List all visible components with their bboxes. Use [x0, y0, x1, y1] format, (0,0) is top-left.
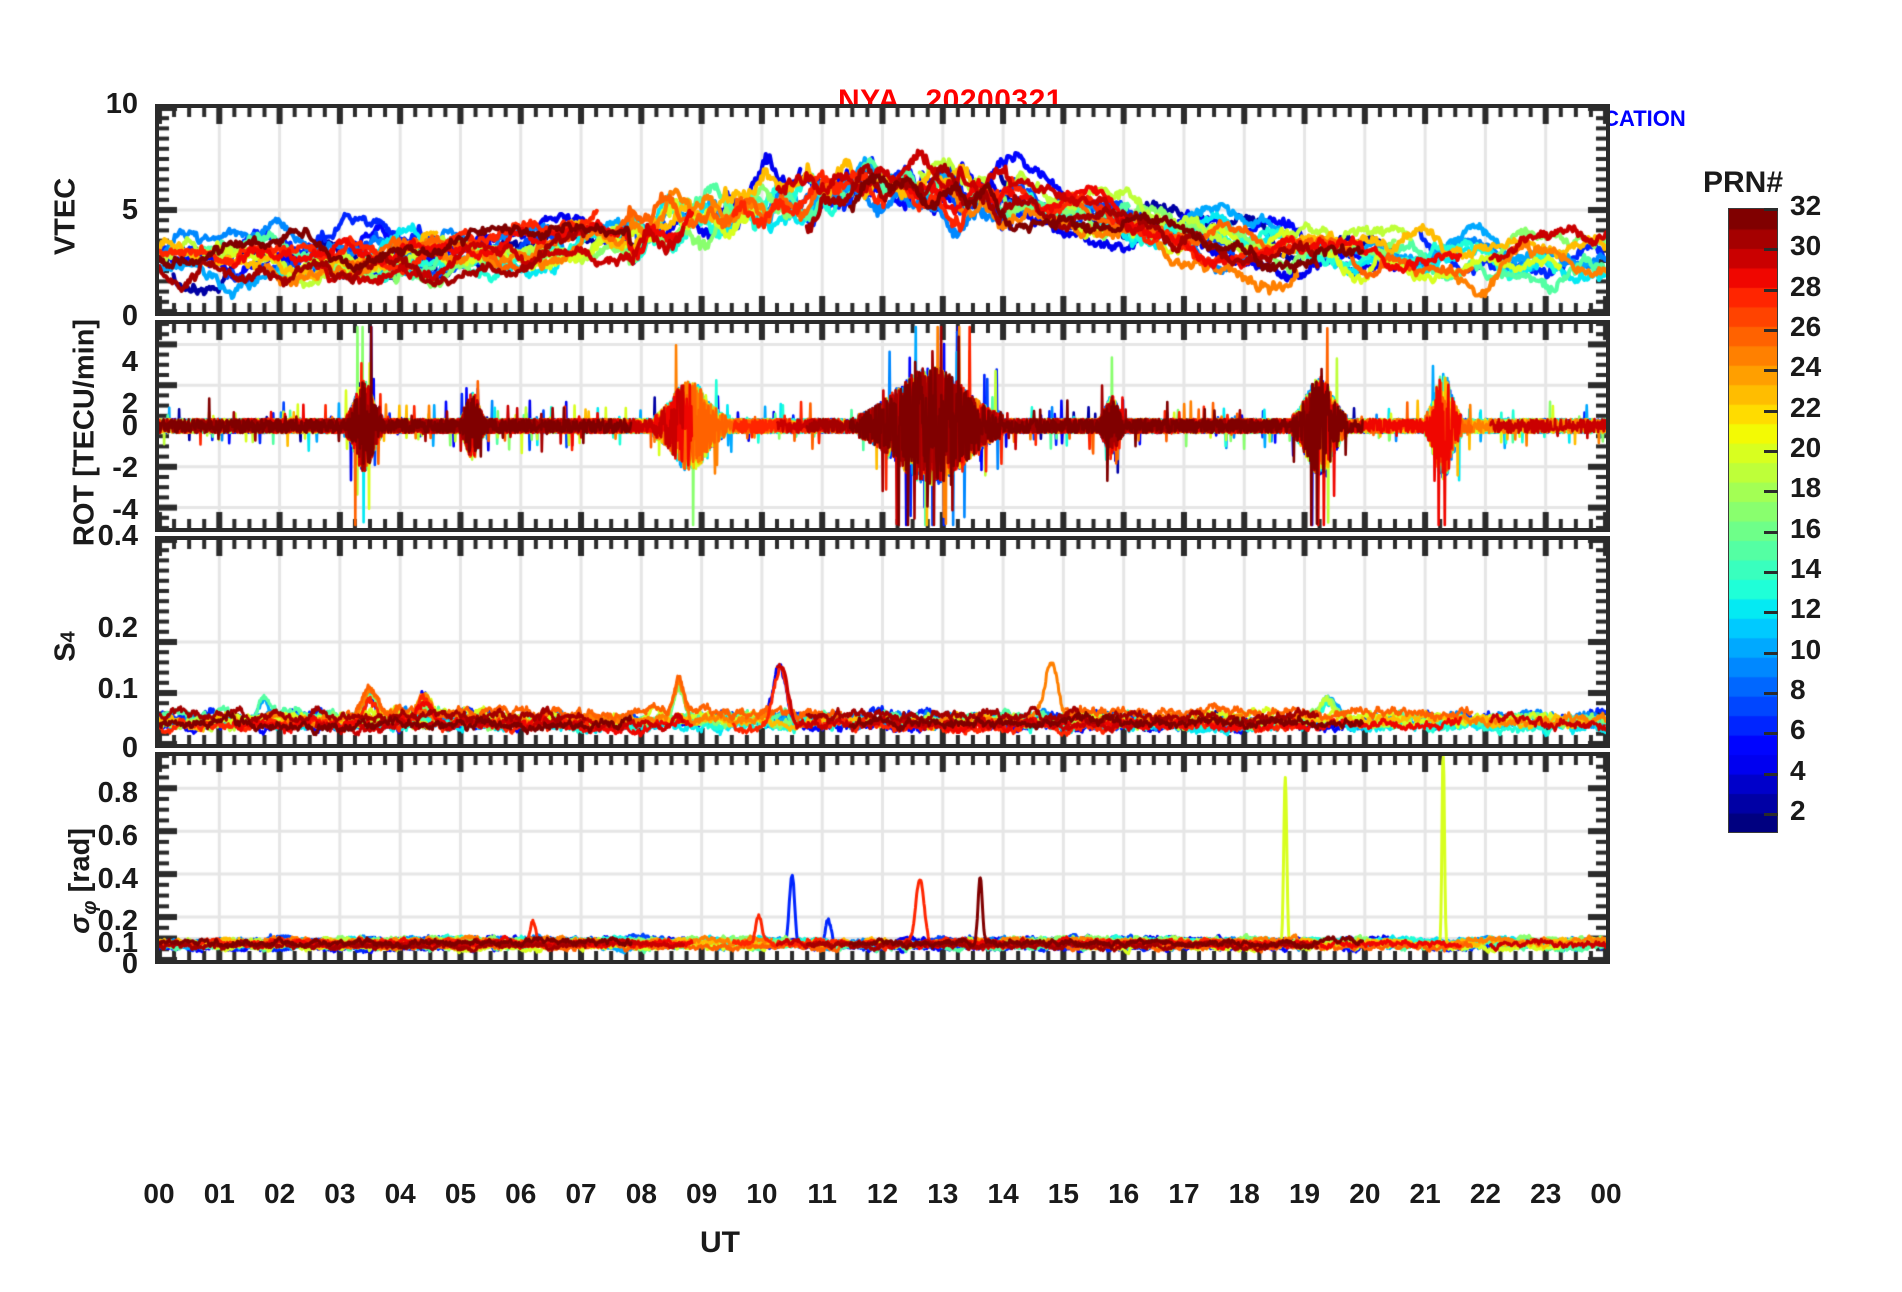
ytick-sig-01: 0.1: [97, 927, 138, 959]
ytick-sig-06: 0.6: [97, 820, 138, 852]
ytick-sig-04: 0.4: [97, 863, 138, 895]
ytick-s4-01: 0.1: [97, 673, 138, 705]
colorbar-tick-12: 12: [1790, 593, 1822, 625]
colorbar-tickmark-4: [1764, 772, 1778, 776]
ytick-sig-02: 0.2: [97, 905, 138, 937]
xtick-18: 18: [1228, 1178, 1260, 1209]
ytick-rot-m4: -4: [112, 494, 138, 526]
colorbar-tick-2: 2: [1790, 794, 1806, 826]
xtick-17: 17: [1168, 1178, 1200, 1209]
xtick-8: 08: [625, 1178, 657, 1209]
xtick-13: 13: [927, 1178, 959, 1209]
colorbar-tick-26: 26: [1790, 310, 1822, 342]
xtick-15: 15: [1047, 1178, 1079, 1209]
colorbar-tickmark-8: [1764, 691, 1778, 695]
colorbar-tickmark-18: [1764, 490, 1778, 494]
ytick-rot-2: 2: [121, 388, 138, 420]
xtick-2: 02: [264, 1178, 296, 1209]
xtick-16: 16: [1108, 1178, 1140, 1209]
xtick-22: 22: [1469, 1178, 1501, 1209]
colorbar-tick-32: 32: [1790, 190, 1822, 221]
colorbar-tickmark-12: [1764, 611, 1778, 615]
colorbar-tickmark-22: [1764, 409, 1778, 413]
colorbar-tick-20: 20: [1790, 431, 1822, 463]
xtick-19: 19: [1288, 1178, 1321, 1209]
ytick-rot-0: 0: [121, 410, 138, 442]
colorbar-tick-6: 6: [1790, 714, 1806, 746]
x-axis-label: UT: [700, 1226, 740, 1259]
colorbar-title: PRN#: [1703, 166, 1784, 199]
colorbar-tick-16: 16: [1790, 512, 1822, 544]
xtick-1: 01: [203, 1178, 235, 1209]
ytick-s4-02: 0.2: [97, 612, 138, 644]
xtick-6: 06: [505, 1178, 537, 1209]
xtick-0: 00: [143, 1178, 175, 1209]
colorbar-tick-4: 4: [1790, 754, 1806, 786]
panel-sigma-phi: [155, 752, 1610, 964]
ytick-s4-04: 0.4: [97, 520, 138, 552]
colorbar-tick-28: 28: [1790, 270, 1822, 302]
panel-vtec: [155, 104, 1610, 316]
xtick-14: 14: [987, 1178, 1019, 1209]
ytick-vtec-5: 5: [121, 194, 138, 226]
panel-s4: [155, 536, 1610, 748]
ytick-rot-4: 4: [121, 346, 138, 378]
ytick-vtec-0: 0: [121, 300, 138, 332]
xtick-10: 10: [746, 1178, 778, 1209]
panel-rot: [155, 320, 1610, 532]
colorbar-tickmark-6: [1764, 732, 1778, 736]
xtick-11: 11: [807, 1178, 837, 1209]
ytick-vtec-10: 10: [105, 88, 138, 120]
axis-label-s4-text: S: [49, 642, 82, 662]
colorbar-tickmark-2: [1764, 812, 1778, 816]
ytick-sig-0: 0: [121, 948, 138, 980]
xtick-4: 04: [384, 1178, 416, 1209]
colorbar-tickmark-26: [1764, 328, 1778, 332]
ytick-sig-08: 0.8: [97, 777, 138, 809]
ytick-s4-0: 0: [121, 732, 138, 764]
xtick-12: 12: [866, 1178, 899, 1209]
colorbar-tickmark-30: [1764, 248, 1778, 252]
colorbar-tick-22: 22: [1790, 391, 1822, 423]
xtick-20: 20: [1349, 1178, 1381, 1209]
xtick-5: 05: [444, 1178, 477, 1209]
xtick-24: 00: [1590, 1178, 1622, 1209]
colorbar-tick-14: 14: [1790, 552, 1822, 584]
colorbar-tick-18: 18: [1790, 472, 1822, 504]
xtick-21: 21: [1409, 1178, 1441, 1209]
colorbar-tickmark-14: [1764, 570, 1778, 574]
colorbar[interactable]: [1728, 208, 1778, 833]
xtick-23: 23: [1530, 1178, 1562, 1209]
colorbar-tickmark-16: [1764, 530, 1778, 534]
colorbar-tick-30: 30: [1790, 230, 1822, 262]
colorbar-tickmark-28: [1764, 288, 1778, 292]
colorbar-tick-24: 24: [1790, 351, 1822, 383]
colorbar-tick-10: 10: [1790, 633, 1822, 665]
xtick-3: 03: [324, 1178, 356, 1209]
colorbar-tickmark-32: [1764, 208, 1778, 211]
colorbar-tickmark-10: [1764, 651, 1778, 655]
colorbar-tickmark-24: [1764, 369, 1778, 373]
ytick-rot-m2: -2: [112, 452, 138, 484]
colorbar-tick-8: 8: [1790, 673, 1806, 705]
colorbar-tickmark-20: [1764, 449, 1778, 453]
xtick-9: 09: [686, 1178, 718, 1209]
xtick-7: 07: [565, 1178, 597, 1209]
